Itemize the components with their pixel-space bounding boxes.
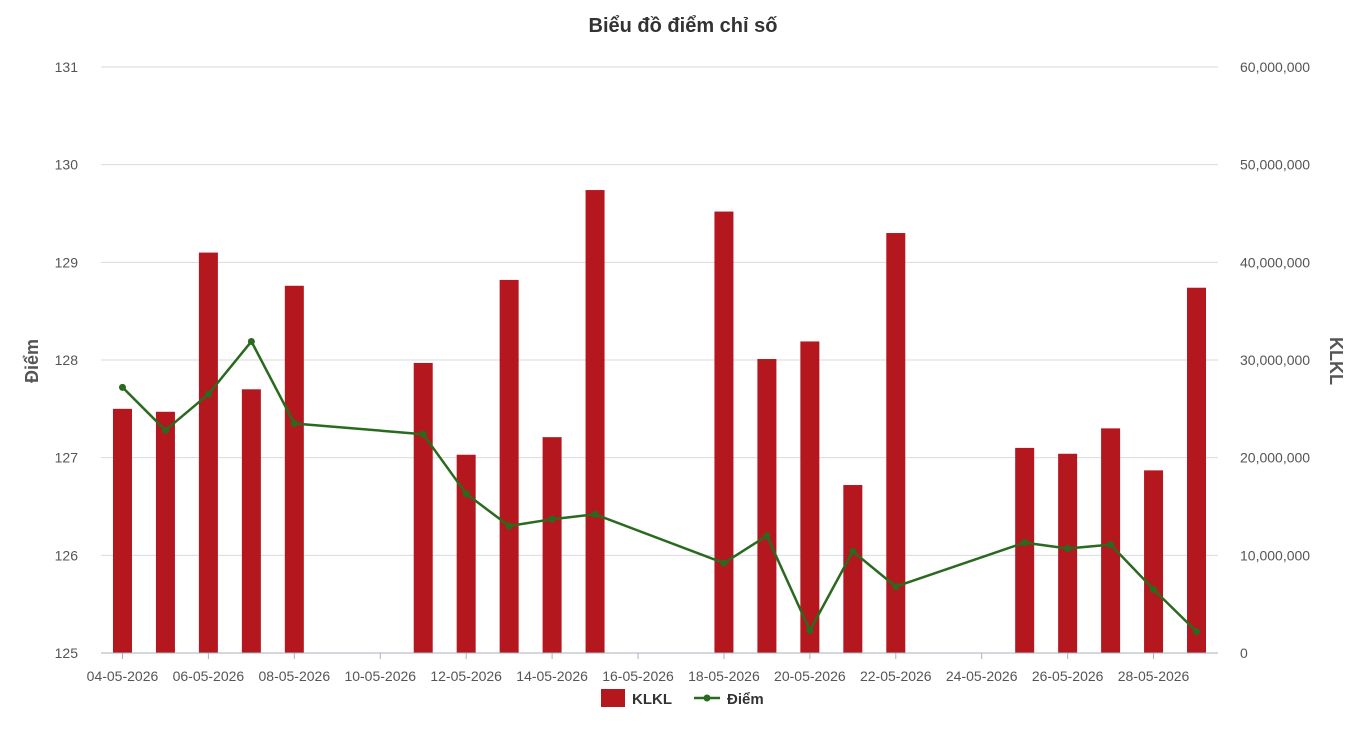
x-tick-label: 20-05-2026	[774, 668, 846, 684]
right-tick-label: 0	[1240, 645, 1248, 661]
bar-klkl[interactable]	[155, 411, 175, 653]
bar-klkl[interactable]	[198, 252, 218, 654]
point-diem[interactable]	[548, 515, 556, 523]
point-diem[interactable]	[505, 522, 513, 530]
point-diem[interactable]	[204, 390, 212, 398]
left-tick-label: 127	[55, 450, 79, 466]
left-axis-title: Điểm	[22, 339, 42, 383]
legend-swatch-diem-marker	[703, 694, 711, 702]
point-diem[interactable]	[720, 559, 728, 567]
point-diem[interactable]	[290, 419, 298, 427]
bar-klkl[interactable]	[241, 389, 261, 653]
bar-klkl[interactable]	[714, 211, 734, 653]
right-tick-label: 10,000,000	[1240, 547, 1310, 563]
left-tick-label: 126	[55, 547, 79, 563]
bar-klkl[interactable]	[1015, 447, 1035, 653]
bar-series-klkl	[112, 190, 1207, 654]
point-diem[interactable]	[1107, 541, 1115, 549]
x-tick-label: 04-05-2026	[87, 668, 159, 684]
bar-klkl[interactable]	[1144, 470, 1164, 653]
point-diem[interactable]	[1150, 586, 1158, 594]
point-diem[interactable]	[247, 337, 255, 345]
bar-klkl[interactable]	[843, 485, 863, 653]
left-tick-label: 130	[55, 157, 79, 173]
x-tick-label: 24-05-2026	[946, 668, 1018, 684]
right-tick-label: 40,000,000	[1240, 254, 1310, 270]
bar-klkl[interactable]	[499, 279, 519, 653]
x-tick-label: 14-05-2026	[516, 668, 588, 684]
point-diem[interactable]	[1064, 544, 1072, 552]
bar-klkl[interactable]	[1187, 287, 1207, 653]
gridlines	[101, 66, 1218, 556]
bar-klkl[interactable]	[1101, 428, 1121, 653]
right-tick-label: 60,000,000	[1240, 59, 1310, 75]
x-tick-label: 28-05-2026	[1118, 668, 1190, 684]
bar-klkl[interactable]	[1058, 453, 1078, 653]
point-diem[interactable]	[1193, 628, 1201, 636]
point-diem[interactable]	[849, 547, 857, 555]
x-tick-label: 06-05-2026	[173, 668, 245, 684]
x-tick-label: 16-05-2026	[602, 668, 674, 684]
right-tick-label: 30,000,000	[1240, 352, 1310, 368]
right-tick-label: 20,000,000	[1240, 450, 1310, 466]
bar-klkl[interactable]	[456, 454, 476, 653]
point-diem[interactable]	[591, 510, 599, 518]
left-tick-label: 128	[55, 352, 79, 368]
legend-swatch-klkl[interactable]	[601, 689, 625, 707]
bar-klkl[interactable]	[112, 408, 132, 653]
point-diem[interactable]	[806, 627, 814, 635]
x-tick-label: 22-05-2026	[860, 668, 932, 684]
left-tick-label: 125	[55, 645, 79, 661]
left-tick-label: 129	[55, 254, 79, 270]
line-series-diem	[118, 337, 1201, 636]
bar-klkl[interactable]	[886, 233, 906, 654]
legend: KLKL Điểm	[601, 689, 764, 708]
chart-title: Biểu đồ điểm chỉ số	[589, 15, 778, 37]
point-diem[interactable]	[763, 532, 771, 540]
axes: 125 0 126 10,000,000 127 20,000,000 128 30,000,…	[55, 59, 1311, 684]
bar-klkl[interactable]	[542, 437, 562, 653]
point-diem[interactable]	[1021, 539, 1029, 547]
bar-klkl[interactable]	[757, 359, 777, 653]
legend-label-klkl[interactable]: KLKL	[632, 691, 672, 708]
point-diem[interactable]	[419, 430, 427, 438]
x-tick-label: 08-05-2026	[259, 668, 331, 684]
point-diem[interactable]	[118, 383, 126, 391]
point-diem[interactable]	[462, 490, 470, 498]
legend-label-diem[interactable]: Điểm	[727, 691, 764, 708]
bar-klkl[interactable]	[284, 285, 304, 653]
x-tick-label: 10-05-2026	[344, 668, 416, 684]
bar-klkl[interactable]	[800, 341, 820, 653]
left-tick-label: 131	[55, 59, 79, 75]
x-tick-label: 12-05-2026	[430, 668, 502, 684]
point-diem[interactable]	[161, 426, 169, 434]
point-diem[interactable]	[892, 583, 900, 591]
line-diem	[121, 340, 1198, 633]
x-tick-label: 26-05-2026	[1032, 668, 1104, 684]
right-axis-title: KLKL	[1326, 337, 1346, 385]
bar-klkl[interactable]	[585, 190, 605, 653]
bar-klkl[interactable]	[413, 362, 433, 653]
right-tick-label: 50,000,000	[1240, 157, 1310, 173]
x-tick-label: 18-05-2026	[688, 668, 760, 684]
